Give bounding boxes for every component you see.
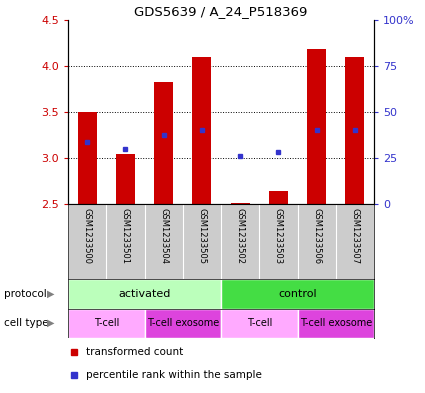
Text: activated: activated	[118, 289, 171, 299]
Text: GSM1233506: GSM1233506	[312, 208, 321, 264]
Text: transformed count: transformed count	[86, 347, 184, 357]
Text: T-cell: T-cell	[94, 318, 119, 328]
Bar	[307, 49, 326, 204]
Bar	[221, 309, 298, 338]
Text: ▶: ▶	[47, 289, 54, 299]
Text: percentile rank within the sample: percentile rank within the sample	[86, 370, 262, 380]
Text: GSM1233500: GSM1233500	[82, 208, 92, 264]
Bar	[154, 81, 173, 204]
Bar	[192, 57, 211, 204]
Text: T-cell: T-cell	[246, 318, 272, 328]
Text: GSM1233502: GSM1233502	[235, 208, 245, 264]
Bar	[68, 279, 221, 309]
Bar	[77, 112, 96, 204]
Text: protocol: protocol	[4, 289, 47, 299]
Bar	[144, 309, 221, 338]
Bar	[116, 154, 135, 204]
Text: ▶: ▶	[47, 318, 54, 328]
Text: GSM1233505: GSM1233505	[197, 208, 207, 264]
Bar	[221, 279, 374, 309]
Text: cell type: cell type	[4, 318, 49, 328]
Text: GSM1233503: GSM1233503	[274, 208, 283, 264]
Title: GDS5639 / A_24_P518369: GDS5639 / A_24_P518369	[134, 6, 308, 18]
Text: GSM1233501: GSM1233501	[121, 208, 130, 264]
Bar	[269, 191, 288, 204]
Bar	[298, 309, 374, 338]
Text: GSM1233507: GSM1233507	[350, 208, 360, 264]
Text: control: control	[278, 289, 317, 299]
Bar	[345, 57, 364, 204]
Bar	[68, 309, 144, 338]
Text: T-cell exosome: T-cell exosome	[147, 318, 219, 328]
Text: GSM1233504: GSM1233504	[159, 208, 168, 264]
Text: T-cell exosome: T-cell exosome	[300, 318, 372, 328]
